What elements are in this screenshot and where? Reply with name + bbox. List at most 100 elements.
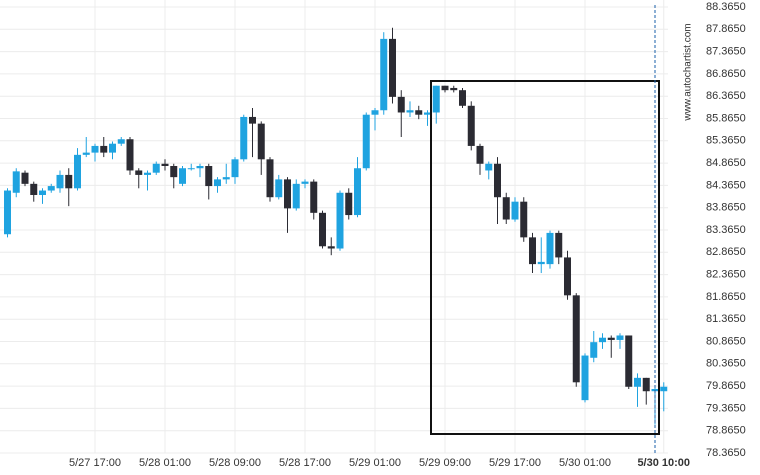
x-tick-label: 5/29 01:00 xyxy=(349,457,401,469)
candle-body xyxy=(30,183,38,195)
candle-body xyxy=(494,163,501,198)
x-tick-label: 5/30 10:00 xyxy=(637,457,690,469)
candle-body xyxy=(249,116,256,124)
candle-body xyxy=(319,212,326,247)
candle-body xyxy=(590,342,598,358)
candle-body xyxy=(485,163,493,171)
candle-body xyxy=(476,145,484,164)
candle-body xyxy=(91,145,99,153)
candle-body xyxy=(406,110,414,113)
watermark: www.autochartist.com xyxy=(683,23,694,121)
candle-body xyxy=(187,168,195,170)
candle-body xyxy=(572,295,580,383)
candle-body xyxy=(599,337,606,343)
candle-body xyxy=(222,177,230,180)
y-tick-label: 83.3650 xyxy=(706,224,746,236)
candle-body xyxy=(214,179,221,187)
candle-body xyxy=(179,168,186,184)
y-tick-label: 78.3650 xyxy=(706,447,746,459)
candle-body xyxy=(161,163,169,166)
x-tick-label: 5/28 09:00 xyxy=(209,457,261,469)
candles xyxy=(4,27,668,425)
candle-body xyxy=(371,110,379,115)
candle-body xyxy=(362,114,370,169)
candle-body xyxy=(336,192,344,249)
candle-body xyxy=(205,165,213,187)
x-tick-label: 5/28 01:00 xyxy=(139,457,191,469)
candle-body xyxy=(310,181,318,213)
candle-body xyxy=(170,165,178,178)
y-tick-label: 82.3650 xyxy=(706,269,746,281)
candle-body xyxy=(74,154,81,189)
candle-body xyxy=(152,163,160,173)
candle-body xyxy=(432,85,440,113)
y-tick-label: 86.8650 xyxy=(706,68,746,80)
candle-body xyxy=(581,355,589,401)
candle-body xyxy=(100,145,108,153)
candle-body xyxy=(47,186,55,191)
candle-body xyxy=(607,337,615,340)
candle-body xyxy=(625,335,633,387)
candle-body xyxy=(327,246,335,249)
candle-body xyxy=(82,152,90,155)
candle-body xyxy=(642,377,650,392)
y-tick-label: 85.8650 xyxy=(706,112,746,124)
candle-body xyxy=(467,105,475,146)
y-tick-label: 79.8650 xyxy=(706,380,746,392)
candle-body xyxy=(354,168,361,216)
candle-body xyxy=(511,201,519,220)
y-tick-label: 86.3650 xyxy=(706,90,746,102)
candle-body xyxy=(450,87,458,91)
y-tick-label: 81.8650 xyxy=(706,291,746,303)
candle-body xyxy=(257,123,265,160)
candle-body xyxy=(345,192,353,216)
candle-body xyxy=(109,143,116,153)
x-tick-label: 5/30 01:00 xyxy=(559,457,611,469)
candle-body xyxy=(301,181,309,184)
candle-body xyxy=(415,110,423,115)
candle-body xyxy=(564,257,571,296)
candle-body xyxy=(126,139,134,171)
y-tick-label: 87.8650 xyxy=(706,23,746,35)
y-tick-label: 85.3650 xyxy=(706,135,746,147)
candle-body xyxy=(231,159,239,178)
y-tick-label: 80.8650 xyxy=(706,335,746,347)
candle-body xyxy=(275,179,283,198)
x-tick-label: 5/28 17:00 xyxy=(279,457,331,469)
candle-body xyxy=(65,174,73,189)
candle-body xyxy=(424,112,431,115)
candle-body xyxy=(117,139,125,144)
x-tick-label: 5/27 17:00 xyxy=(69,457,121,469)
x-tick-label: 5/29 17:00 xyxy=(489,457,541,469)
candle-body xyxy=(520,201,528,238)
y-tick-label: 88.3650 xyxy=(706,1,746,13)
candle-body xyxy=(616,335,624,340)
candle-body xyxy=(380,38,388,111)
y-tick-label: 80.3650 xyxy=(706,358,746,370)
y-tick-label: 82.8650 xyxy=(706,246,746,258)
candle-body xyxy=(56,174,64,189)
y-tick-label: 84.8650 xyxy=(706,157,746,169)
y-tick-label: 81.3650 xyxy=(706,313,746,325)
candle-body xyxy=(660,386,668,392)
y-tick-label: 79.3650 xyxy=(706,402,746,414)
candle-body xyxy=(12,171,20,193)
candle-body xyxy=(292,183,300,209)
candle-body xyxy=(196,165,204,169)
y-tick-label: 87.3650 xyxy=(706,46,746,58)
candle-body xyxy=(39,190,46,195)
candle-body xyxy=(397,96,405,113)
candle-body xyxy=(555,232,563,258)
candle-body xyxy=(634,377,641,387)
y-tick-label: 83.8650 xyxy=(706,202,746,214)
candle-body xyxy=(459,90,466,106)
candle-body xyxy=(546,232,554,265)
candle-body xyxy=(502,197,510,220)
y-tick-label: 84.3650 xyxy=(706,179,746,191)
candle-body xyxy=(441,85,449,91)
y-tick-label: 78.8650 xyxy=(706,425,746,437)
x-tick-label: 5/29 09:00 xyxy=(419,457,471,469)
pattern-box xyxy=(430,80,660,435)
candle-body xyxy=(240,116,248,160)
